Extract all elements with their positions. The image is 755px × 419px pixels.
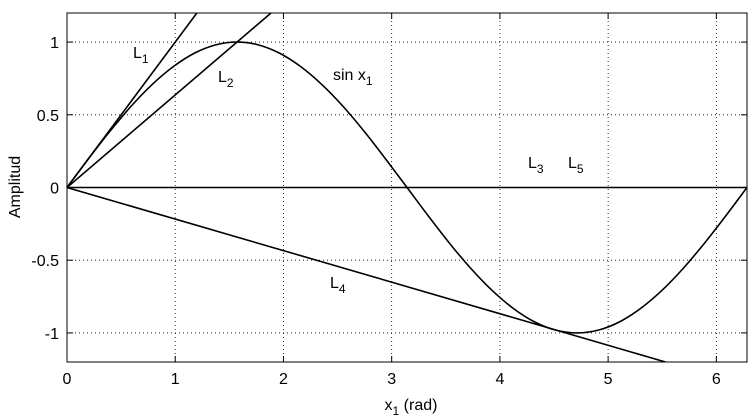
annotation-sub: 5	[577, 162, 584, 176]
x-axis-label: x1 (rad)	[385, 397, 438, 418]
annotation-sub: 4	[339, 282, 346, 296]
x-tick-label: 2	[279, 371, 288, 388]
annotation-base: L	[568, 155, 577, 172]
x-tick-label: 3	[387, 371, 396, 388]
annotation-sub: 1	[142, 52, 149, 66]
x-axis-label-sub: 1	[393, 404, 400, 418]
annotation-base: L	[133, 45, 142, 62]
y-tick-label: 1	[50, 35, 59, 52]
annotation: sin x1	[333, 67, 373, 88]
y-tick-label: 0	[50, 181, 59, 198]
y-tick-label: -1	[45, 326, 59, 343]
annotation-base: L	[218, 69, 227, 86]
y-tick-label: -0.5	[31, 253, 59, 270]
line	[67, 186, 666, 362]
x-tick-label: 6	[712, 371, 721, 388]
x-tick-label: 5	[604, 371, 613, 388]
annotation-sub: 3	[537, 162, 544, 176]
annotation-sub: 2	[227, 76, 234, 90]
x-axis-label-base: x	[385, 397, 393, 414]
x-tick-label: 1	[171, 371, 180, 388]
annotation: L1	[133, 45, 149, 66]
annotation: L5	[568, 155, 584, 176]
plot-lines	[67, 13, 747, 362]
annotation: L3	[528, 155, 544, 176]
line	[67, 13, 272, 189]
annotation: L2	[218, 69, 234, 90]
annotation: L4	[330, 275, 346, 296]
x-tick-label: 4	[495, 371, 504, 388]
ticks	[66, 13, 747, 362]
annotation-base: sin x	[333, 67, 366, 84]
annotation-base: L	[528, 155, 537, 172]
y-axis-label: Amplitud	[7, 156, 24, 218]
annotation-base: L	[330, 275, 339, 292]
x-tick-label: 0	[63, 371, 72, 388]
line	[67, 13, 198, 188]
annotation-sub: 1	[366, 74, 373, 88]
y-tick-label: 0.5	[37, 108, 59, 125]
x-axis-label-tail: (rad)	[399, 397, 437, 414]
